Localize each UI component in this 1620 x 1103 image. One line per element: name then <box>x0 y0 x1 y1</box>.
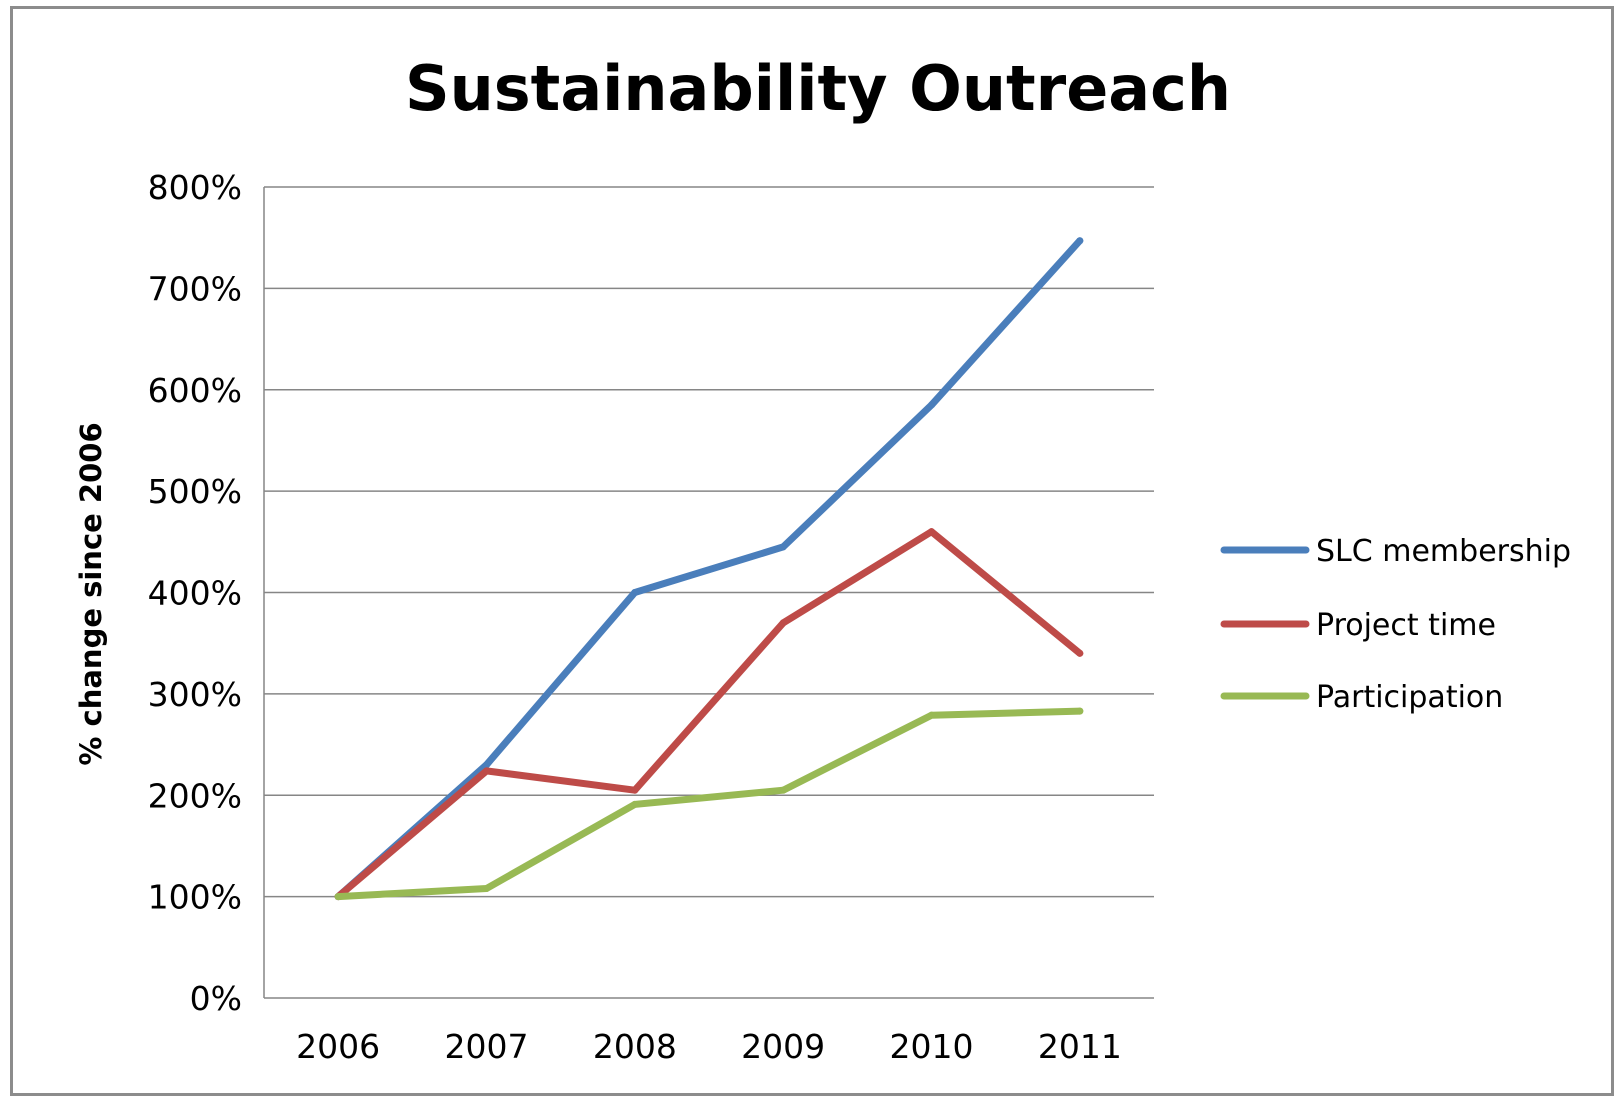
data-point <box>631 589 639 596</box>
x-tick-label: 2007 <box>445 1027 529 1066</box>
x-axis-ticks: 2006 2007 2008 2009 2010 2011 <box>296 1027 1122 1066</box>
y-tick-label: 300% <box>148 675 242 714</box>
x-tick-label: 2011 <box>1038 1027 1122 1066</box>
data-point <box>1076 237 1084 245</box>
chart-title: Sustainability Outreach <box>405 52 1231 125</box>
y-tick-label: 0% <box>190 979 242 1018</box>
x-tick-label: 2009 <box>741 1027 825 1066</box>
x-tick-label: 2010 <box>890 1027 974 1066</box>
data-point <box>483 761 490 769</box>
y-axis-label: % change since 2006 <box>74 422 108 765</box>
legend: SLC membership Project time Participation <box>1220 534 1571 715</box>
data-point <box>1076 707 1084 715</box>
y-tick-label: 500% <box>148 472 242 511</box>
data-point <box>334 893 342 901</box>
data-point <box>779 543 787 551</box>
series-line-project-time <box>334 528 1084 901</box>
series-lines <box>334 237 1084 901</box>
data-point <box>631 786 639 794</box>
data-point <box>631 800 639 808</box>
legend-label: Project time <box>1316 608 1496 643</box>
data-point <box>779 619 787 627</box>
series-line-participation <box>334 707 1084 901</box>
gridlines <box>263 186 1154 999</box>
data-point <box>779 786 787 794</box>
y-tick-label: 700% <box>148 269 242 308</box>
y-tick-label: 400% <box>148 574 242 613</box>
legend-label: Participation <box>1316 680 1503 715</box>
legend-label: SLC membership <box>1316 534 1571 569</box>
x-tick-label: 2008 <box>593 1027 677 1066</box>
y-tick-label: 800% <box>148 168 242 207</box>
legend-item: Participation <box>1220 680 1503 715</box>
data-point <box>483 767 490 775</box>
legend-item: Project time <box>1220 608 1496 643</box>
x-tick-label: 2006 <box>296 1027 380 1066</box>
data-point <box>928 711 935 719</box>
y-axis-ticks: 0% 100% 200% 300% 400% 500% 600% 700% 800% <box>148 168 242 1018</box>
data-point <box>1076 649 1084 657</box>
data-point <box>928 401 935 409</box>
legend-item: SLC membership <box>1220 534 1571 569</box>
data-point <box>928 528 935 536</box>
y-tick-label: 100% <box>148 878 242 917</box>
y-tick-label: 200% <box>148 776 242 815</box>
y-tick-label: 600% <box>148 371 242 410</box>
series-line-slc-membership <box>334 237 1084 901</box>
data-point <box>483 885 490 893</box>
